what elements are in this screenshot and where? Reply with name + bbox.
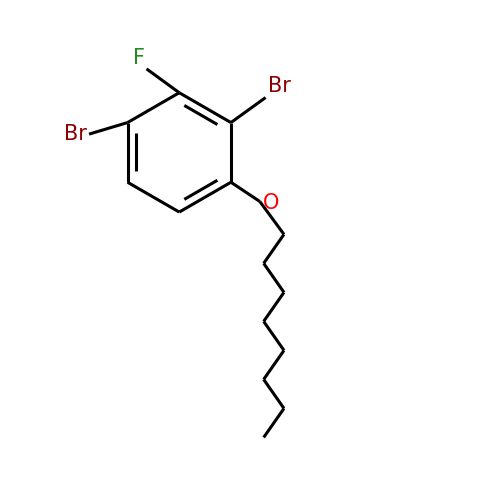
Text: Br: Br — [64, 124, 87, 144]
Text: O: O — [263, 194, 280, 214]
Text: Br: Br — [268, 76, 290, 96]
Text: F: F — [132, 48, 144, 68]
